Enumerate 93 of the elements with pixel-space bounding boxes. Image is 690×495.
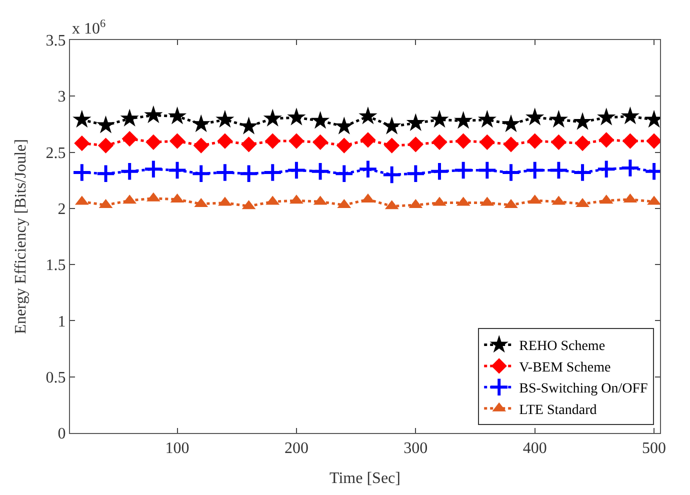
point: [502, 114, 520, 132]
x-tick-label: 400: [522, 440, 547, 458]
point: [526, 108, 544, 126]
point: [72, 162, 92, 182]
point: [524, 160, 545, 180]
point: [72, 110, 92, 128]
point: [146, 134, 162, 150]
point: [647, 196, 660, 205]
point: [384, 138, 400, 154]
point: [217, 133, 233, 149]
point: [456, 133, 472, 149]
point: [597, 108, 616, 126]
point: [193, 138, 209, 154]
point: [334, 116, 354, 134]
legend-label: BS-Switching On/OFF: [519, 382, 648, 397]
point: [74, 136, 90, 152]
point: [574, 136, 590, 152]
point: [96, 116, 116, 134]
point: [264, 133, 280, 149]
point: [454, 111, 473, 129]
point: [549, 110, 568, 128]
point: [432, 134, 448, 150]
point: [430, 161, 450, 182]
point: [382, 116, 402, 134]
point: [288, 133, 304, 149]
point: [192, 114, 210, 132]
point: [527, 133, 543, 149]
point: [263, 108, 282, 127]
y-tick-label: 3.5: [46, 32, 66, 50]
y-tick-label: 2: [58, 201, 66, 218]
point: [503, 136, 519, 152]
x-tick-label: 500: [642, 440, 666, 458]
x-tick-label: 300: [404, 440, 428, 458]
point: [215, 162, 235, 182]
point: [477, 160, 498, 180]
point: [501, 162, 521, 182]
point: [287, 108, 306, 126]
point: [360, 132, 376, 148]
point: [406, 113, 425, 132]
x-axis-title: Time [Sec]: [330, 470, 400, 487]
legend-label: V-BEM Scheme: [519, 360, 611, 376]
point: [96, 164, 116, 184]
point: [238, 164, 259, 184]
point: [382, 164, 402, 185]
point: [167, 160, 188, 180]
point: [572, 162, 592, 182]
y-tick-label: 0: [58, 426, 66, 443]
point: [548, 160, 569, 180]
y-tick-label: 1: [58, 313, 66, 330]
point: [169, 133, 186, 149]
point: [286, 160, 306, 180]
point: [122, 131, 138, 147]
point: [120, 161, 140, 182]
point: [144, 105, 163, 124]
point: [240, 136, 257, 152]
legend-label: REHO Scheme: [519, 339, 606, 354]
point: [144, 159, 164, 180]
text: x 10$^{6}$: [72, 18, 106, 38]
point: [310, 161, 330, 182]
point: [620, 158, 640, 178]
point: [358, 159, 378, 180]
point: [168, 106, 187, 124]
point: [620, 106, 640, 124]
point: [334, 164, 354, 184]
point: [408, 136, 424, 152]
y-tick-label: 3: [58, 88, 66, 106]
point: [453, 160, 474, 180]
point: [573, 112, 592, 130]
legend-label: LTE Standard: [519, 402, 597, 418]
point: [406, 164, 426, 184]
point: [216, 110, 234, 128]
y-tick-label: 0.5: [46, 369, 66, 386]
point: [622, 133, 638, 149]
x-tick-label: 200: [284, 440, 308, 458]
point: [596, 159, 616, 180]
y-axis-title: Energy Efficiency [Bits/Joule]: [12, 139, 30, 334]
point: [120, 108, 139, 127]
point: [430, 110, 449, 128]
x-tick-label: 100: [165, 440, 190, 458]
y-tick-label: 2.5: [46, 144, 66, 162]
point: [358, 106, 378, 124]
point: [478, 110, 496, 128]
y-tick-label: 1.5: [46, 257, 66, 274]
point: [550, 134, 566, 150]
point: [262, 162, 283, 182]
point: [310, 111, 330, 129]
point: [239, 116, 258, 134]
point: [479, 134, 495, 150]
point: [98, 138, 114, 154]
point: [312, 134, 328, 150]
point: [598, 132, 614, 148]
point: [191, 164, 212, 184]
point: [336, 138, 352, 154]
